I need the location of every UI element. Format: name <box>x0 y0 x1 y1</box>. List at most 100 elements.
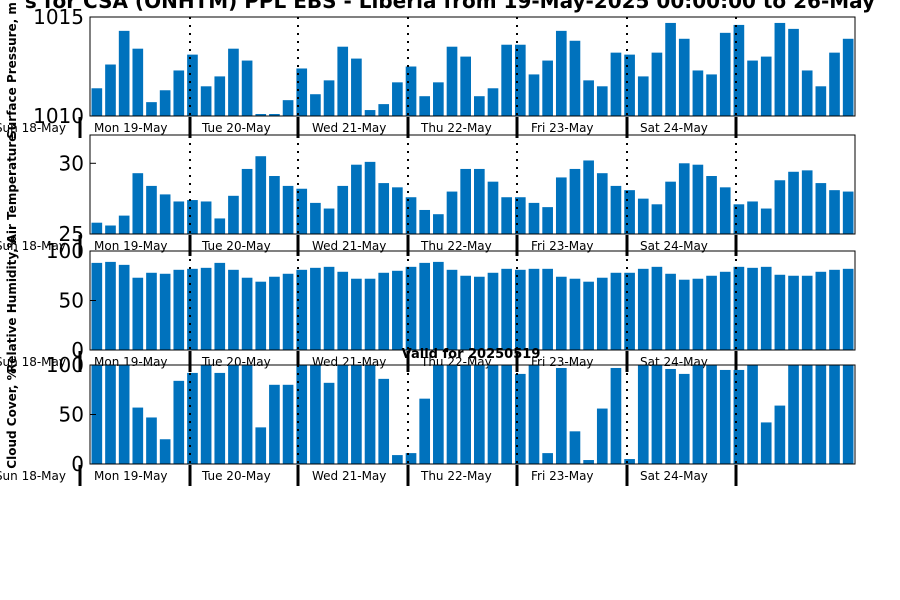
bar <box>733 369 745 464</box>
bar <box>542 268 553 350</box>
bar <box>733 24 745 117</box>
chart-subtitle: Valid for 20250519 <box>402 347 541 362</box>
bar <box>569 168 581 234</box>
bar <box>323 266 335 350</box>
bar <box>392 82 403 116</box>
bar <box>351 278 362 350</box>
bar <box>187 54 198 116</box>
bar <box>596 173 608 234</box>
y-tick-label: 1015 <box>33 5 84 29</box>
bar <box>460 168 471 234</box>
bar <box>583 80 594 116</box>
bar <box>487 88 499 116</box>
bar <box>774 22 786 116</box>
bar <box>801 70 813 116</box>
y-axis-label: Air Temperature <box>5 134 19 244</box>
bar <box>337 185 349 234</box>
bar <box>487 365 499 464</box>
bar <box>460 365 471 464</box>
bar <box>214 76 226 116</box>
bar <box>323 382 335 464</box>
bar <box>405 453 417 464</box>
x-tick-label: Mon 19-May <box>94 355 168 369</box>
bar <box>692 365 704 464</box>
bar <box>583 281 594 350</box>
bar <box>829 190 840 234</box>
bar <box>678 38 690 116</box>
bar <box>706 176 717 234</box>
bar <box>542 60 553 116</box>
bar <box>569 40 581 117</box>
bar <box>173 380 185 464</box>
bar <box>460 275 471 350</box>
bar <box>801 365 813 464</box>
bar <box>569 278 581 350</box>
bar <box>146 272 157 350</box>
x-tick-label: Tue 20-May <box>201 121 271 135</box>
bar <box>678 163 690 234</box>
x-tick-label: Wed 21-May <box>312 121 386 135</box>
bar <box>364 110 376 116</box>
x-tick-label: Fri 23-May <box>531 121 594 135</box>
y-tick-label: 100 <box>46 353 84 377</box>
bar <box>323 208 335 234</box>
bar <box>692 70 704 116</box>
x-tick-label: Thu 22-May <box>420 239 492 253</box>
bar <box>255 281 267 350</box>
bar <box>132 407 144 464</box>
bar <box>296 68 308 116</box>
bar <box>760 266 772 350</box>
bar <box>323 80 335 116</box>
bar <box>310 365 321 464</box>
x-tick-label: Sun 18-May <box>0 469 66 483</box>
bar <box>200 365 212 464</box>
bar <box>665 181 676 234</box>
x-tick-label: Mon 19-May <box>94 239 168 253</box>
bar <box>542 453 553 464</box>
bar <box>159 90 171 116</box>
bar <box>460 56 471 116</box>
bar <box>637 198 649 234</box>
bar <box>228 195 239 234</box>
bar <box>692 278 704 350</box>
bar <box>337 365 349 464</box>
bar <box>419 398 431 464</box>
bar <box>118 264 130 350</box>
y-tick-label: 100 <box>46 239 84 263</box>
x-tick-label: Sun 18-May <box>0 121 66 135</box>
bar <box>118 30 130 116</box>
x-tick-label: Tue 20-May <box>201 239 271 253</box>
bar <box>228 365 239 464</box>
bar <box>555 30 567 116</box>
y-axis-label: Relative Humidity,% <box>5 236 19 373</box>
bar <box>528 365 540 464</box>
bar <box>788 28 799 117</box>
bar <box>651 365 663 464</box>
bar <box>596 86 608 116</box>
x-tick-label: Tue 20-May <box>201 469 271 483</box>
bar <box>91 262 103 350</box>
bar <box>555 276 567 350</box>
bar <box>829 365 840 464</box>
bar <box>146 102 157 116</box>
bar <box>269 276 280 350</box>
bar <box>146 185 157 234</box>
y-tick-label: 30 <box>59 151 84 175</box>
bar <box>282 384 294 464</box>
bar <box>514 269 526 350</box>
bar <box>269 114 280 116</box>
bar <box>446 191 458 234</box>
bar <box>351 58 362 116</box>
bar <box>200 201 212 234</box>
bar <box>624 190 635 234</box>
x-tick-label: Wed 21-May <box>312 239 386 253</box>
axes-frame <box>89 134 856 235</box>
bar <box>187 200 198 234</box>
bar <box>433 365 444 464</box>
bar <box>665 22 676 116</box>
bar <box>337 271 349 350</box>
bar <box>282 185 294 234</box>
bar <box>610 185 622 234</box>
bar <box>801 170 813 234</box>
